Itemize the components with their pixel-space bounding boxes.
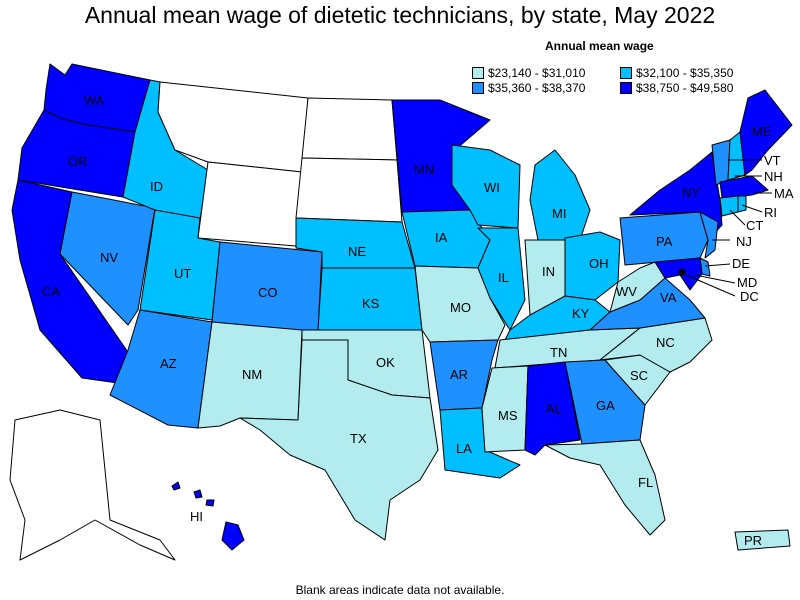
state-hi[interactable] [171,481,245,551]
label-nj: NJ [736,234,752,249]
label-ok: OK [376,355,395,370]
legend-item-sky: $32,100 - $35,350 [620,66,733,80]
label-ma: MA [774,186,794,201]
label-pa: PA [656,234,673,249]
state-pr[interactable] [734,529,791,551]
label-ut: UT [174,266,191,281]
label-tx: TX [350,431,367,446]
label-wv: WV [616,284,637,299]
label-tn: TN [550,345,567,360]
legend-label: $35,360 - $38,370 [488,81,586,95]
label-id: ID [150,179,163,194]
label-co: CO [258,285,278,300]
label-nc: NC [656,335,675,350]
label-oh: OH [589,256,609,271]
state-ak[interactable] [9,409,176,561]
label-leader-lines [683,159,772,297]
state-labels: WA OR CA NV ID UT AZ CO NM NE KS OK TX M… [42,93,794,548]
state-tx[interactable] [239,339,439,541]
label-ia: IA [435,230,448,245]
label-hi: HI [190,509,203,524]
label-ky: KY [572,306,590,321]
state-il[interactable] [477,227,526,331]
state-ri[interactable] [737,195,747,213]
state-wy[interactable] [197,161,303,247]
label-ms: MS [498,408,518,423]
state-nv[interactable] [59,191,156,326]
label-ny: NY [682,185,700,200]
label-ct: CT [746,218,763,233]
state-fl[interactable] [544,439,666,536]
label-ca: CA [42,284,60,299]
label-ks: KS [362,296,380,311]
label-mn: MN [414,162,434,177]
legend-label: $38,750 - $49,580 [636,81,734,95]
label-me: ME [752,124,772,139]
legend-label: $23,140 - $31,010 [488,66,586,80]
label-il: IL [498,270,509,285]
state-wi[interactable] [451,144,521,229]
label-nv: NV [100,250,118,265]
label-md: MD [737,275,757,290]
state-ga[interactable] [564,359,646,445]
label-la: LA [456,441,472,456]
state-nd[interactable] [301,97,398,161]
legend-item-mid: $35,360 - $38,370 [472,81,585,95]
label-nm: NM [242,367,262,382]
state-ct[interactable] [719,195,739,217]
label-al: AL [546,401,562,416]
legend-swatch [472,82,484,94]
legend-swatch [620,82,632,94]
label-ri: RI [764,205,777,220]
label-ar: AR [450,367,468,382]
footnote: Blank areas indicate data not available. [295,583,505,597]
label-vt: VT [764,153,781,168]
state-sd[interactable] [295,157,403,223]
label-ga: GA [596,398,615,413]
state-ar[interactable] [429,339,499,411]
label-ne: NE [348,244,366,259]
label-nh: NH [764,169,783,184]
state-mi[interactable] [529,149,591,241]
label-az: AZ [160,356,177,371]
label-mo: MO [450,300,471,315]
label-sc: SC [630,368,648,383]
label-fl: FL [638,475,653,490]
legend-title: Annual mean wage [545,39,654,53]
label-pr: PR [744,533,762,548]
label-mi: MI [552,206,566,221]
state-md[interactable] [654,257,703,291]
legend-swatch [472,67,484,79]
state-me[interactable] [739,89,793,176]
legend-item-light: $23,140 - $31,010 [472,66,585,80]
legend-label: $32,100 - $35,350 [636,66,734,80]
label-or: OR [68,154,88,169]
label-wa: WA [84,93,105,108]
label-wi: WI [484,180,500,195]
label-de: DE [732,256,750,271]
label-in: IN [542,264,555,279]
map-title: Annual mean wage of dietetic technicians… [84,2,716,28]
legend-swatch [620,67,632,79]
state-ms[interactable] [481,365,529,453]
state-dc[interactable] [678,268,686,276]
label-dc: DC [740,289,759,304]
label-va: VA [660,290,677,305]
state-nj[interactable] [699,211,719,259]
legend-item-dark: $38,750 - $49,580 [620,81,733,95]
